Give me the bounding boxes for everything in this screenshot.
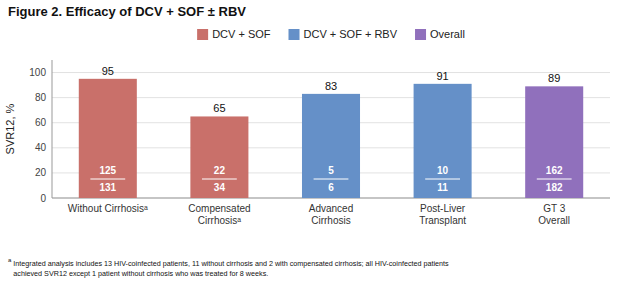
footnote-line: achieved SVR12 except 1 patient without … — [13, 269, 268, 278]
x-tick-label-line: Overall — [538, 215, 570, 226]
x-tick-label: Without Cirrhosisᵃ — [68, 203, 148, 214]
grid-line — [52, 72, 610, 73]
fraction-denominator: 11 — [437, 182, 448, 193]
x-tick-label: AdvancedCirrhosis — [309, 203, 353, 226]
fraction-numerator: 125 — [99, 165, 116, 176]
bar — [79, 79, 137, 198]
x-tick-label-line: GT 3 — [543, 203, 565, 214]
bar — [525, 86, 583, 198]
x-tick-label: GT 3Overall — [538, 203, 570, 226]
data-label: 89 — [548, 72, 560, 84]
legend-label: DCV + SOF — [212, 28, 271, 40]
data-label: 95 — [102, 65, 114, 77]
x-tick-label-line: Compensated — [188, 203, 250, 214]
data-label: 83 — [325, 80, 337, 92]
legend-swatch — [197, 29, 208, 40]
chart: Figure 2. Efficacy of DCV + SOF ± RBV DCV… — [0, 0, 620, 293]
data-label: 65 — [213, 102, 225, 114]
x-tick-label-line: Transplant — [419, 215, 466, 226]
bars — [79, 79, 583, 198]
bar — [190, 116, 248, 198]
x-tick-label-line: Cirrhosis — [311, 215, 350, 226]
data-label: 91 — [436, 70, 448, 82]
y-tick-label: 60 — [35, 117, 47, 128]
fraction-numerator: 162 — [546, 165, 563, 176]
footnote-line: Integrated analysis includes 13 HIV-coin… — [13, 259, 449, 268]
y-tick-label: 40 — [35, 142, 47, 153]
y-axis-line — [52, 60, 53, 198]
y-tick-label: 100 — [29, 67, 46, 78]
title: Figure 2. Efficacy of DCV + SOF ± RBV — [8, 4, 246, 19]
bar — [302, 94, 360, 198]
fraction-denominator: 182 — [546, 182, 563, 193]
fraction-denominator: 6 — [328, 182, 334, 193]
fraction-line — [425, 179, 460, 180]
footnote-text: Integrated analysis includes 13 HIV-coin… — [13, 259, 449, 278]
y-axis-label: SVR12, % — [4, 103, 16, 154]
grid — [52, 73, 610, 198]
labels: 95 125 131 65 22 34 83 5 6 91 10 11 89 162 182 — [90, 65, 571, 193]
footnote-marker: a — [8, 257, 12, 263]
x-tick-label-line: Cirrhosisᵃ — [198, 215, 241, 226]
fraction-denominator: 131 — [99, 182, 116, 193]
y-tick-label: 0 — [40, 193, 46, 204]
x-tick-label: Post-LiverTransplant — [419, 203, 466, 226]
bar — [414, 84, 472, 198]
fraction-line — [90, 179, 125, 180]
fraction-denominator: 34 — [214, 182, 226, 193]
legend-label: DCV + SOF + RBV — [304, 28, 398, 40]
footnote: aIntegrated analysis includes 13 HIV-coi… — [8, 257, 449, 278]
y-tick-label: 20 — [35, 167, 47, 178]
x-tick-label: CompensatedCirrhosisᵃ — [188, 203, 250, 226]
fraction-numerator: 5 — [328, 165, 334, 176]
x-tick-label-line: Without Cirrhosisᵃ — [68, 203, 148, 214]
x-tick-label-line: Advanced — [309, 203, 353, 214]
legend-label: Overall — [430, 28, 465, 40]
fraction-line — [537, 179, 572, 180]
legend: DCV + SOF DCV + SOF + RBV Overall — [197, 28, 465, 40]
fraction-line — [314, 179, 349, 180]
legend-swatch — [415, 29, 426, 40]
fraction-numerator: 10 — [437, 165, 449, 176]
fraction-line — [202, 179, 237, 180]
fraction-numerator: 22 — [214, 165, 226, 176]
y-tick-label: 80 — [35, 92, 47, 103]
legend-swatch — [289, 29, 300, 40]
x-tick-label-line: Post-Liver — [420, 203, 466, 214]
